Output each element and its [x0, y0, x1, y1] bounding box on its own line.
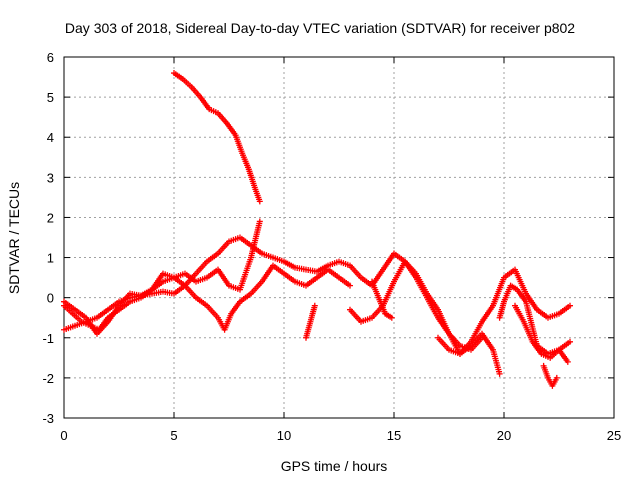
- y-tick-label-9: 6: [47, 50, 54, 65]
- y-tick-label-2: -1: [42, 331, 54, 346]
- y-tick-label-5: 2: [47, 210, 54, 225]
- data-point-10-3-0: [553, 374, 560, 381]
- x-tick-label-5: 25: [607, 428, 621, 443]
- data-point-6-3-0: [388, 314, 395, 321]
- series-arc-4: [61, 218, 263, 337]
- y-tick-label-8: 5: [47, 90, 54, 105]
- frame-layer: [63, 56, 615, 419]
- data-point-2-11-0: [256, 198, 263, 205]
- data-point-5-20-0: [567, 302, 573, 309]
- data-point-3-18-0: [256, 218, 263, 225]
- series-arc-6: [347, 258, 573, 357]
- data-point-4-2-0: [311, 302, 318, 309]
- data-point-7-6-0: [496, 370, 503, 377]
- x-axis-label: GPS time / hours: [281, 458, 388, 474]
- y-tick-label-7: 4: [47, 130, 54, 145]
- data-point-9-6-0: [564, 358, 571, 365]
- chart-title: Day 303 of 2018, Sidereal Day-to-day VTE…: [65, 20, 575, 36]
- y-tick-label-6: 3: [47, 170, 54, 185]
- grid-layer: [64, 57, 614, 418]
- y-axis-label: SDTVAR / TECUs: [6, 182, 22, 294]
- marks-layer: [61, 70, 573, 389]
- series-arc-5: [303, 302, 318, 341]
- series-arc-8: [435, 330, 503, 377]
- x-tick-label-3: 15: [387, 428, 401, 443]
- series-arc-11: [540, 362, 560, 389]
- y-tick-label-3: 0: [47, 291, 54, 306]
- y-tick-label-1: -2: [42, 371, 54, 386]
- x-tick-label-4: 20: [497, 428, 511, 443]
- y-tick-label-4: 1: [47, 251, 54, 266]
- series-arc-10: [512, 302, 571, 365]
- x-tick-label-1: 5: [170, 428, 177, 443]
- plot-frame: [63, 56, 615, 419]
- series-arc-7: [369, 278, 395, 321]
- tick-layer: 0 5 10 15 20 25 -3 -2 -1 0 1 2 3 4 5 6: [42, 50, 621, 443]
- data-point-8-8-0: [567, 338, 573, 345]
- data-point-1-28-0: [347, 282, 353, 289]
- y-tick-label-0: -3: [42, 411, 54, 426]
- series-arc-3: [171, 70, 263, 205]
- series-arc-1: [61, 234, 485, 353]
- x-tick-label-0: 0: [60, 428, 67, 443]
- x-tick-label-2: 10: [277, 428, 291, 443]
